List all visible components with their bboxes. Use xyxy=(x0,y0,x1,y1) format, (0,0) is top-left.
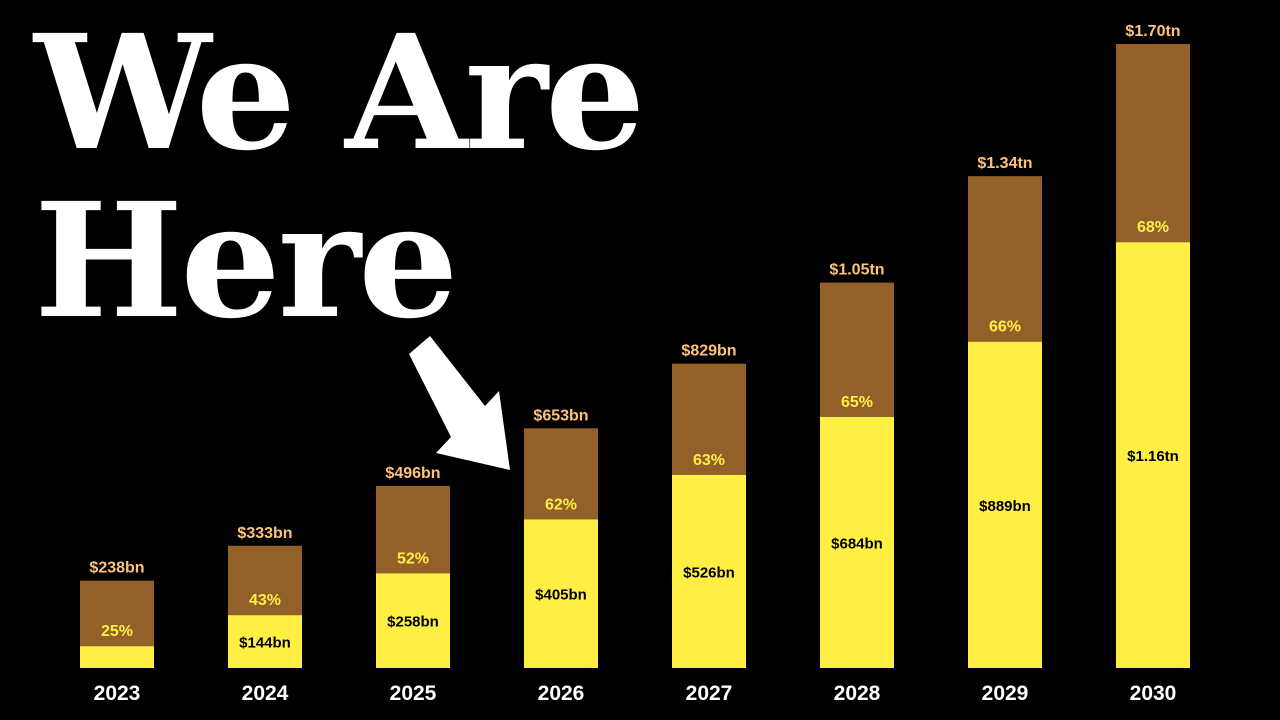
bar-group-2030: $1.70tn 68% $1.16tn 2030 xyxy=(1116,23,1190,705)
bar-share-segment xyxy=(524,519,598,668)
share-value-label: $684bn xyxy=(831,535,883,552)
bar-share-segment xyxy=(968,341,1042,668)
bar-total-segment xyxy=(1116,44,1190,243)
percent-label: 68% xyxy=(1137,219,1169,236)
year-tick-label: 2026 xyxy=(538,682,585,705)
bar-total-segment xyxy=(672,363,746,475)
percent-label: 43% xyxy=(249,592,281,609)
headline: We Are Here xyxy=(34,1,645,354)
share-value-label: $1.16tn xyxy=(1127,448,1179,465)
percent-label: 25% xyxy=(101,623,133,640)
percent-label: 52% xyxy=(397,550,429,567)
year-tick-label: 2027 xyxy=(686,682,733,705)
bar-group-2029: $1.34tn 66% $889bn 2029 xyxy=(968,155,1042,705)
year-tick-label: 2028 xyxy=(834,682,881,705)
bar-total-segment xyxy=(228,545,302,616)
total-label: $1.05tn xyxy=(829,262,884,279)
percent-label: 62% xyxy=(545,496,577,513)
year-tick-label: 2030 xyxy=(1130,682,1177,705)
bar-total-segment xyxy=(376,485,450,574)
year-tick-label: 2025 xyxy=(390,682,437,705)
percent-label: 63% xyxy=(693,452,725,469)
total-label: $1.70tn xyxy=(1125,23,1180,40)
bar-total-segment xyxy=(820,282,894,417)
bar-group-2028: $1.05tn 65% $684bn 2028 xyxy=(820,262,894,705)
total-label: $238bn xyxy=(89,560,144,577)
headline-line-2: Here xyxy=(34,169,459,354)
bar-share-segment xyxy=(1116,242,1190,668)
bar-share-segment xyxy=(228,615,302,668)
percent-label: 66% xyxy=(989,319,1021,336)
year-tick-label: 2024 xyxy=(242,682,289,705)
bar-total-segment xyxy=(968,176,1042,342)
bar-group-2024: $333bn 43% $144bn 2024 xyxy=(228,525,302,705)
bar-group-2027: $829bn 63% $526bn 2027 xyxy=(672,343,746,705)
year-tick-label: 2023 xyxy=(94,682,141,705)
bar-share-segment xyxy=(820,416,894,668)
bar-group-2023: $238bn 25% 2023 xyxy=(80,560,154,705)
bar-total-segment xyxy=(80,580,154,647)
total-label: $1.34tn xyxy=(977,155,1032,172)
bar-total-segment xyxy=(524,428,598,520)
headline-line-1: We Are xyxy=(34,1,645,186)
bar-group-2026: $653bn 62% $405bn 2026 xyxy=(524,407,598,705)
total-label: $653bn xyxy=(533,407,588,424)
total-label: $829bn xyxy=(681,343,736,360)
share-value-label: $526bn xyxy=(683,564,735,581)
bar-share-segment xyxy=(376,573,450,668)
percent-label: 65% xyxy=(841,394,873,411)
share-value-label: $258bn xyxy=(387,614,439,631)
bar-share-segment xyxy=(80,646,154,668)
bar-group-2025: $496bn 52% $258bn 2025 xyxy=(376,465,450,705)
share-value-label: $144bn xyxy=(239,635,291,652)
total-label: $496bn xyxy=(385,465,440,482)
bar-share-segment xyxy=(672,474,746,668)
year-tick-label: 2029 xyxy=(982,682,1029,705)
arrow-shape xyxy=(409,336,510,470)
total-label: $333bn xyxy=(237,525,292,542)
share-value-label: $889bn xyxy=(979,498,1031,515)
share-value-label: $405bn xyxy=(535,587,587,604)
